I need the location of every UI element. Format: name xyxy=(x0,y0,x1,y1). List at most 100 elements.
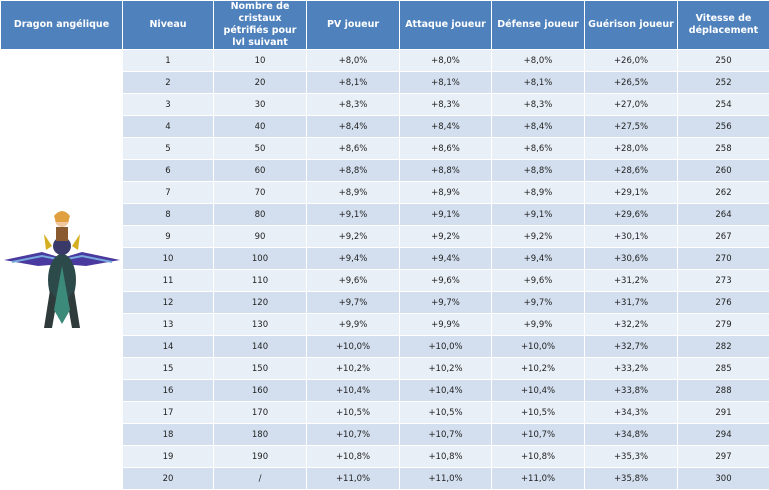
table-cell: +8,3% xyxy=(307,94,400,116)
table-cell: 252 xyxy=(678,72,769,94)
table-cell: +10,2% xyxy=(492,358,585,380)
table-cell: +8,1% xyxy=(307,72,400,94)
table-cell: +10,2% xyxy=(307,358,400,380)
table-cell: +10,8% xyxy=(307,446,400,468)
table-cell: +10,7% xyxy=(400,424,492,446)
table-cell: +9,9% xyxy=(492,314,585,336)
table-cell: +33,8% xyxy=(585,380,678,402)
table-cell: 80 xyxy=(214,204,307,226)
table-cell: +8,6% xyxy=(307,138,400,160)
header-cell: Vitesse de déplacement xyxy=(678,1,769,50)
table-cell: +28,0% xyxy=(585,138,678,160)
table-cell: +9,2% xyxy=(492,226,585,248)
table-cell: 15 xyxy=(123,358,214,380)
table-cell: +10,8% xyxy=(400,446,492,468)
table-cell: +8,3% xyxy=(400,94,492,116)
table-cell: +26,5% xyxy=(585,72,678,94)
table-cell: +10,4% xyxy=(307,380,400,402)
table-cell: 170 xyxy=(214,402,307,424)
table-cell: / xyxy=(214,468,307,490)
table-cell: +8,4% xyxy=(307,116,400,138)
table-cell: 19 xyxy=(123,446,214,468)
table-cell: 40 xyxy=(214,116,307,138)
table-cell: +34,8% xyxy=(585,424,678,446)
table-cell: +10,2% xyxy=(400,358,492,380)
table-cell: +29,6% xyxy=(585,204,678,226)
table-cell: +9,6% xyxy=(307,270,400,292)
table-cell: 267 xyxy=(678,226,769,248)
table-cell: 70 xyxy=(214,182,307,204)
table-cell: +9,1% xyxy=(400,204,492,226)
table-cell: +31,7% xyxy=(585,292,678,314)
table-cell: 273 xyxy=(678,270,769,292)
table-cell: 6 xyxy=(123,160,214,182)
table-cell: 282 xyxy=(678,336,769,358)
table-cell: 110 xyxy=(214,270,307,292)
table-cell: +9,4% xyxy=(400,248,492,270)
table-cell: +9,6% xyxy=(400,270,492,292)
table-cell: 288 xyxy=(678,380,769,402)
table-cell: +32,2% xyxy=(585,314,678,336)
table-cell: +34,3% xyxy=(585,402,678,424)
table-cell: +8,4% xyxy=(492,116,585,138)
table-cell: 279 xyxy=(678,314,769,336)
table-cell: +10,0% xyxy=(492,336,585,358)
table-cell: 250 xyxy=(678,50,769,72)
table-cell: 294 xyxy=(678,424,769,446)
table-cell: 18 xyxy=(123,424,214,446)
table-cell: +31,2% xyxy=(585,270,678,292)
table-cell: +30,6% xyxy=(585,248,678,270)
table-cell: +35,8% xyxy=(585,468,678,490)
table-cell: +11,0% xyxy=(400,468,492,490)
table-cell: 16 xyxy=(123,380,214,402)
table-cell: 300 xyxy=(678,468,769,490)
table-cell: +10,4% xyxy=(492,380,585,402)
header-cell: Attaque joueur xyxy=(400,1,492,50)
table-cell: 262 xyxy=(678,182,769,204)
table-cell: 150 xyxy=(214,358,307,380)
table-cell: +30,1% xyxy=(585,226,678,248)
table-cell: +9,6% xyxy=(492,270,585,292)
table-cell: +8,1% xyxy=(400,72,492,94)
table-cell: 13 xyxy=(123,314,214,336)
table-cell: 7 xyxy=(123,182,214,204)
table-cell: 30 xyxy=(214,94,307,116)
table-cell: +8,0% xyxy=(307,50,400,72)
table-cell: 264 xyxy=(678,204,769,226)
table-cell: +10,0% xyxy=(307,336,400,358)
table-cell: 256 xyxy=(678,116,769,138)
table-cell: 254 xyxy=(678,94,769,116)
table-cell: 8 xyxy=(123,204,214,226)
table-cell: 260 xyxy=(678,160,769,182)
table-cell: 20 xyxy=(214,72,307,94)
table-cell: +28,6% xyxy=(585,160,678,182)
header-cell: Niveau xyxy=(123,1,214,50)
table-cell: +8,3% xyxy=(492,94,585,116)
table-cell: +8,1% xyxy=(492,72,585,94)
table-cell: 276 xyxy=(678,292,769,314)
table-cell: 140 xyxy=(214,336,307,358)
table-cell: +10,7% xyxy=(492,424,585,446)
table-cell: +9,7% xyxy=(400,292,492,314)
table-cell: 160 xyxy=(214,380,307,402)
table-cell: 5 xyxy=(123,138,214,160)
table-cell: +8,8% xyxy=(307,160,400,182)
table-cell: +35,3% xyxy=(585,446,678,468)
header-cell: PV joueur xyxy=(307,1,400,50)
table-cell: +10,5% xyxy=(400,402,492,424)
table-cell: 291 xyxy=(678,402,769,424)
table-cell: +10,8% xyxy=(492,446,585,468)
table-cell: 180 xyxy=(214,424,307,446)
table-cell: +9,9% xyxy=(307,314,400,336)
table-cell: 297 xyxy=(678,446,769,468)
table-cell: +8,9% xyxy=(400,182,492,204)
table-cell: +9,2% xyxy=(307,226,400,248)
table-cell: 9 xyxy=(123,226,214,248)
header-cell: Nombre de cristaux pétrifiés pour lvl su… xyxy=(214,1,307,50)
table-cell: 285 xyxy=(678,358,769,380)
table-cell: +10,4% xyxy=(400,380,492,402)
table-cell: 270 xyxy=(678,248,769,270)
dragon-image xyxy=(2,200,122,340)
table-cell: +10,5% xyxy=(492,402,585,424)
